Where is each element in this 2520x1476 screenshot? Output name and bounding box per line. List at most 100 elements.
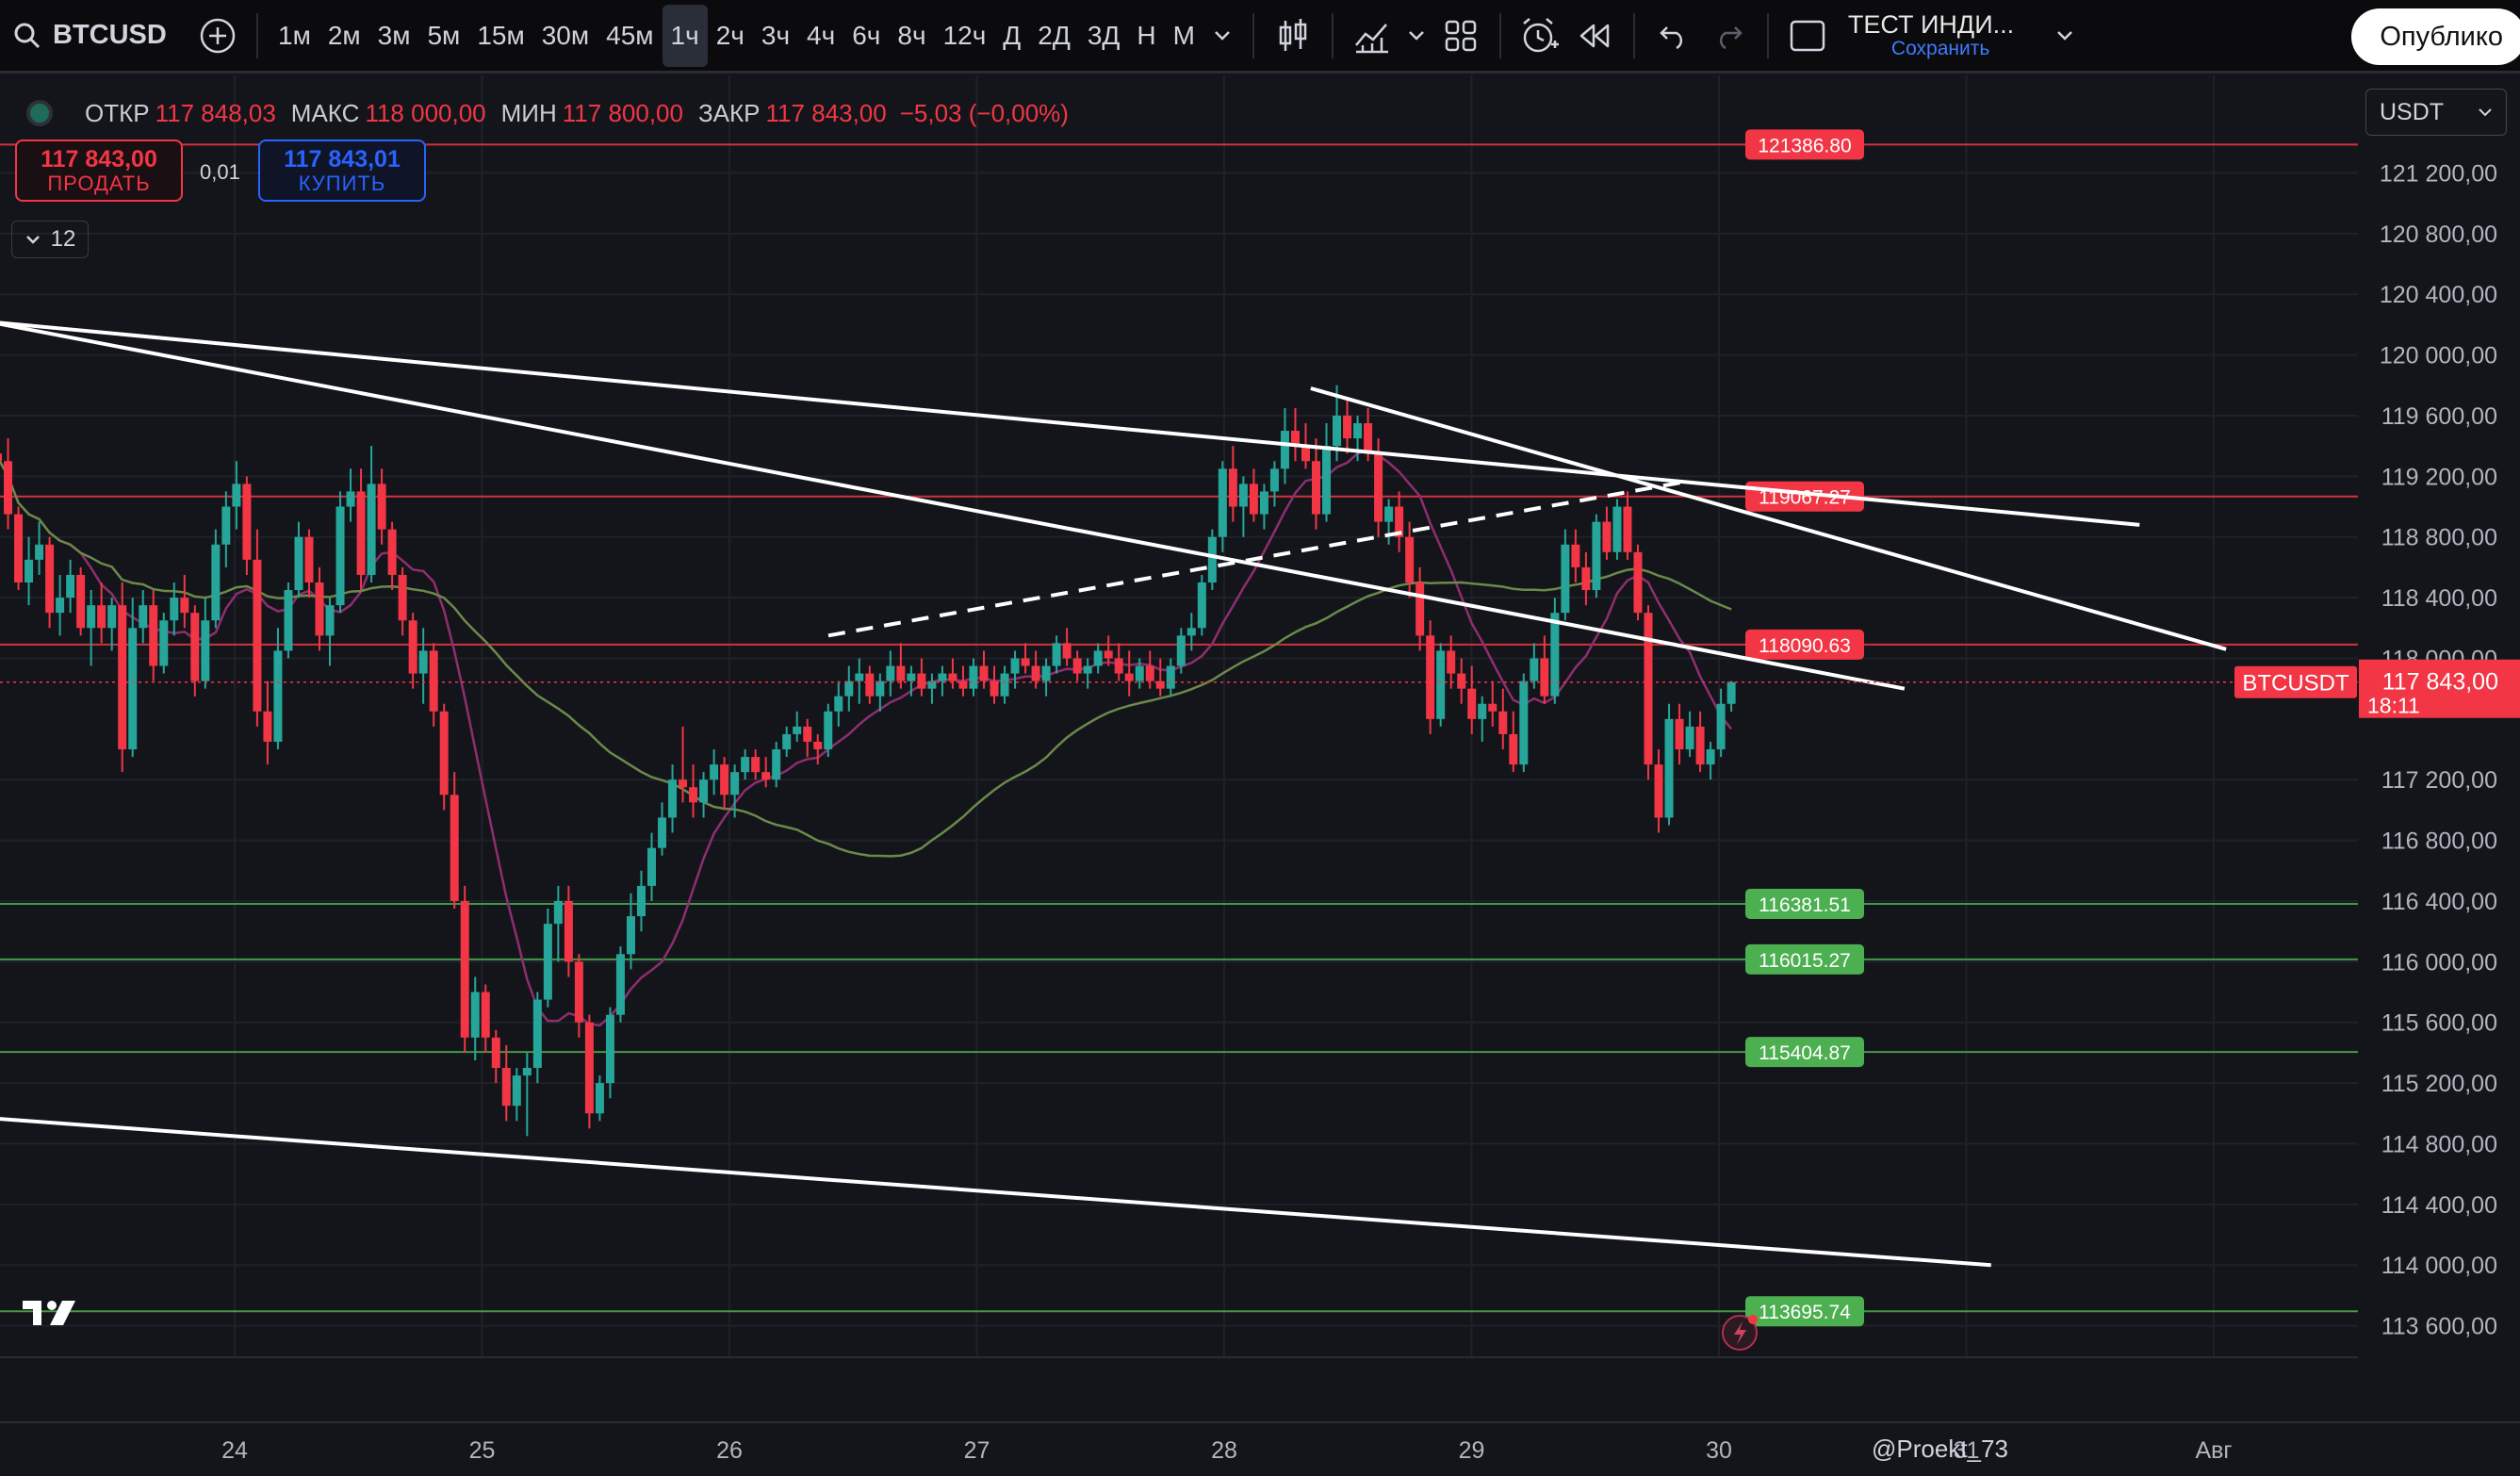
candle-body [512,1075,521,1107]
candle-body [886,665,895,681]
timeframe-3[interactable]: 5м [427,20,461,50]
candle-body [1685,726,1694,750]
candle-body [1592,521,1601,591]
compare-add-button[interactable] [190,5,245,67]
candle-body [1353,423,1363,439]
tradingview-logo[interactable] [21,1297,79,1336]
price-tick-label: 119 200,00 [2381,464,2497,490]
candle-body [1623,506,1632,552]
timeframe-7[interactable]: 1ч [662,4,708,67]
timeframe-16[interactable]: 3Д [1087,20,1121,50]
candle-body [346,491,355,507]
indicators-dropdown[interactable] [1399,5,1433,67]
layout-grid-button[interactable] [1433,5,1488,67]
low-label: МИН [500,98,557,127]
replay-button[interactable] [1567,5,1622,67]
candle-body [470,992,480,1038]
timeframe-8[interactable]: 2ч [715,20,745,50]
indicators-collapse-button[interactable]: 12 [11,221,89,258]
alert-marker[interactable] [1722,1315,1758,1351]
trendline-solid[interactable] [1310,386,2227,651]
timeframe-2[interactable]: 3м [377,20,411,50]
candle-body [626,916,635,955]
candle-body [1145,665,1154,681]
timeframe-12[interactable]: 8ч [897,20,926,50]
timeframe-5[interactable]: 30м [541,20,590,50]
candle-body [1488,703,1497,712]
square-icon [1790,20,1825,51]
layout-checkbox[interactable] [1780,5,1835,67]
timeframe-9[interactable]: 3ч [761,20,791,50]
timeframe-18[interactable]: М [1172,20,1195,50]
candle-body [1280,431,1289,469]
time-tick-label: 28 [1211,1437,1237,1464]
timeframe-dropdown[interactable] [1203,5,1241,67]
candle-body [107,605,117,629]
candle-body [658,817,667,848]
chart-type-button[interactable] [1266,5,1320,67]
trendline-solid[interactable] [0,321,1906,691]
sell-button[interactable]: 117 843,00 ПРОДАТЬ [15,139,183,202]
timeframe-17[interactable]: Н [1137,20,1156,50]
candle-body [865,673,875,697]
candle-body [501,1068,511,1107]
level-label-text: 115404.87 [1759,1042,1851,1064]
moving-averages [0,448,1733,1027]
candle-body [0,453,3,462]
level-label-box [1745,943,1864,975]
candle-body [408,620,417,674]
layout-dropdown[interactable] [2046,5,2084,67]
trendline-solid[interactable] [0,1117,1991,1268]
candle-body [1395,506,1404,537]
level-label-text: 116381.51 [1759,894,1851,916]
timeframe-14[interactable]: Д [1003,20,1022,50]
time-tick-label: 31 [1954,1437,1980,1464]
indicators-button[interactable] [1345,5,1399,67]
layout-name[interactable]: ТЕСТ ИНДИ... Сохранить [1848,11,2014,58]
timeframe-13[interactable]: 12ч [942,20,987,50]
symbol-search[interactable]: BTCUSD [13,5,173,67]
level-label-box [1745,129,1864,160]
indicators-icon [1354,23,1388,53]
level-label-box [1745,1037,1864,1068]
publish-button[interactable]: Опублико [2351,8,2520,65]
candle-body [1374,453,1383,522]
timeframe-4[interactable]: 15м [477,20,525,50]
trendline-dashed[interactable] [827,480,1682,638]
price-tick-label: 118 400,00 [2381,585,2497,612]
candle-body [253,559,262,712]
timeframe-10[interactable]: 4ч [807,20,836,50]
undo-button[interactable] [1646,5,1701,67]
level-label-box [1745,629,1864,660]
candle-body [1726,681,1736,704]
candle-body [1083,665,1092,674]
alert-button[interactable] [1513,5,1567,67]
buy-button[interactable]: 117 843,01 КУПИТЬ [258,139,426,202]
candle-body [855,673,864,681]
candle-body [325,605,335,636]
candle-body [1269,468,1279,492]
candle-body [595,1083,604,1114]
candle-body [1509,733,1518,765]
timeframe-1[interactable]: 2м [327,20,361,50]
price-chart[interactable]: 121386.80119067.27118090.63116381.511160… [0,74,2520,1476]
candle-body [1633,551,1643,614]
timeframe-15[interactable]: 2Д [1038,20,1071,50]
trendlines[interactable] [0,320,2227,1268]
trendline-solid[interactable] [0,320,2140,527]
toolbar-separator [1252,12,1254,58]
last-price-value: 117 843,00 [2382,669,2498,696]
currency-select[interactable]: USDT [2365,89,2507,136]
save-layout-link[interactable]: Сохранить [1890,37,1990,59]
candle-body [1695,726,1705,765]
timeframe-0[interactable]: 1м [278,20,311,50]
chevron-down-icon [1409,30,1424,41]
redo-button[interactable] [1701,5,1756,67]
market-status-icon[interactable] [26,100,53,126]
candle-body [522,1068,532,1076]
candle-body [221,506,231,545]
timeframe-11[interactable]: 6ч [852,20,881,50]
timeframe-6[interactable]: 45м [606,20,654,50]
toolbar-separator [1498,12,1501,58]
time-tick-label: 25 [469,1437,496,1464]
